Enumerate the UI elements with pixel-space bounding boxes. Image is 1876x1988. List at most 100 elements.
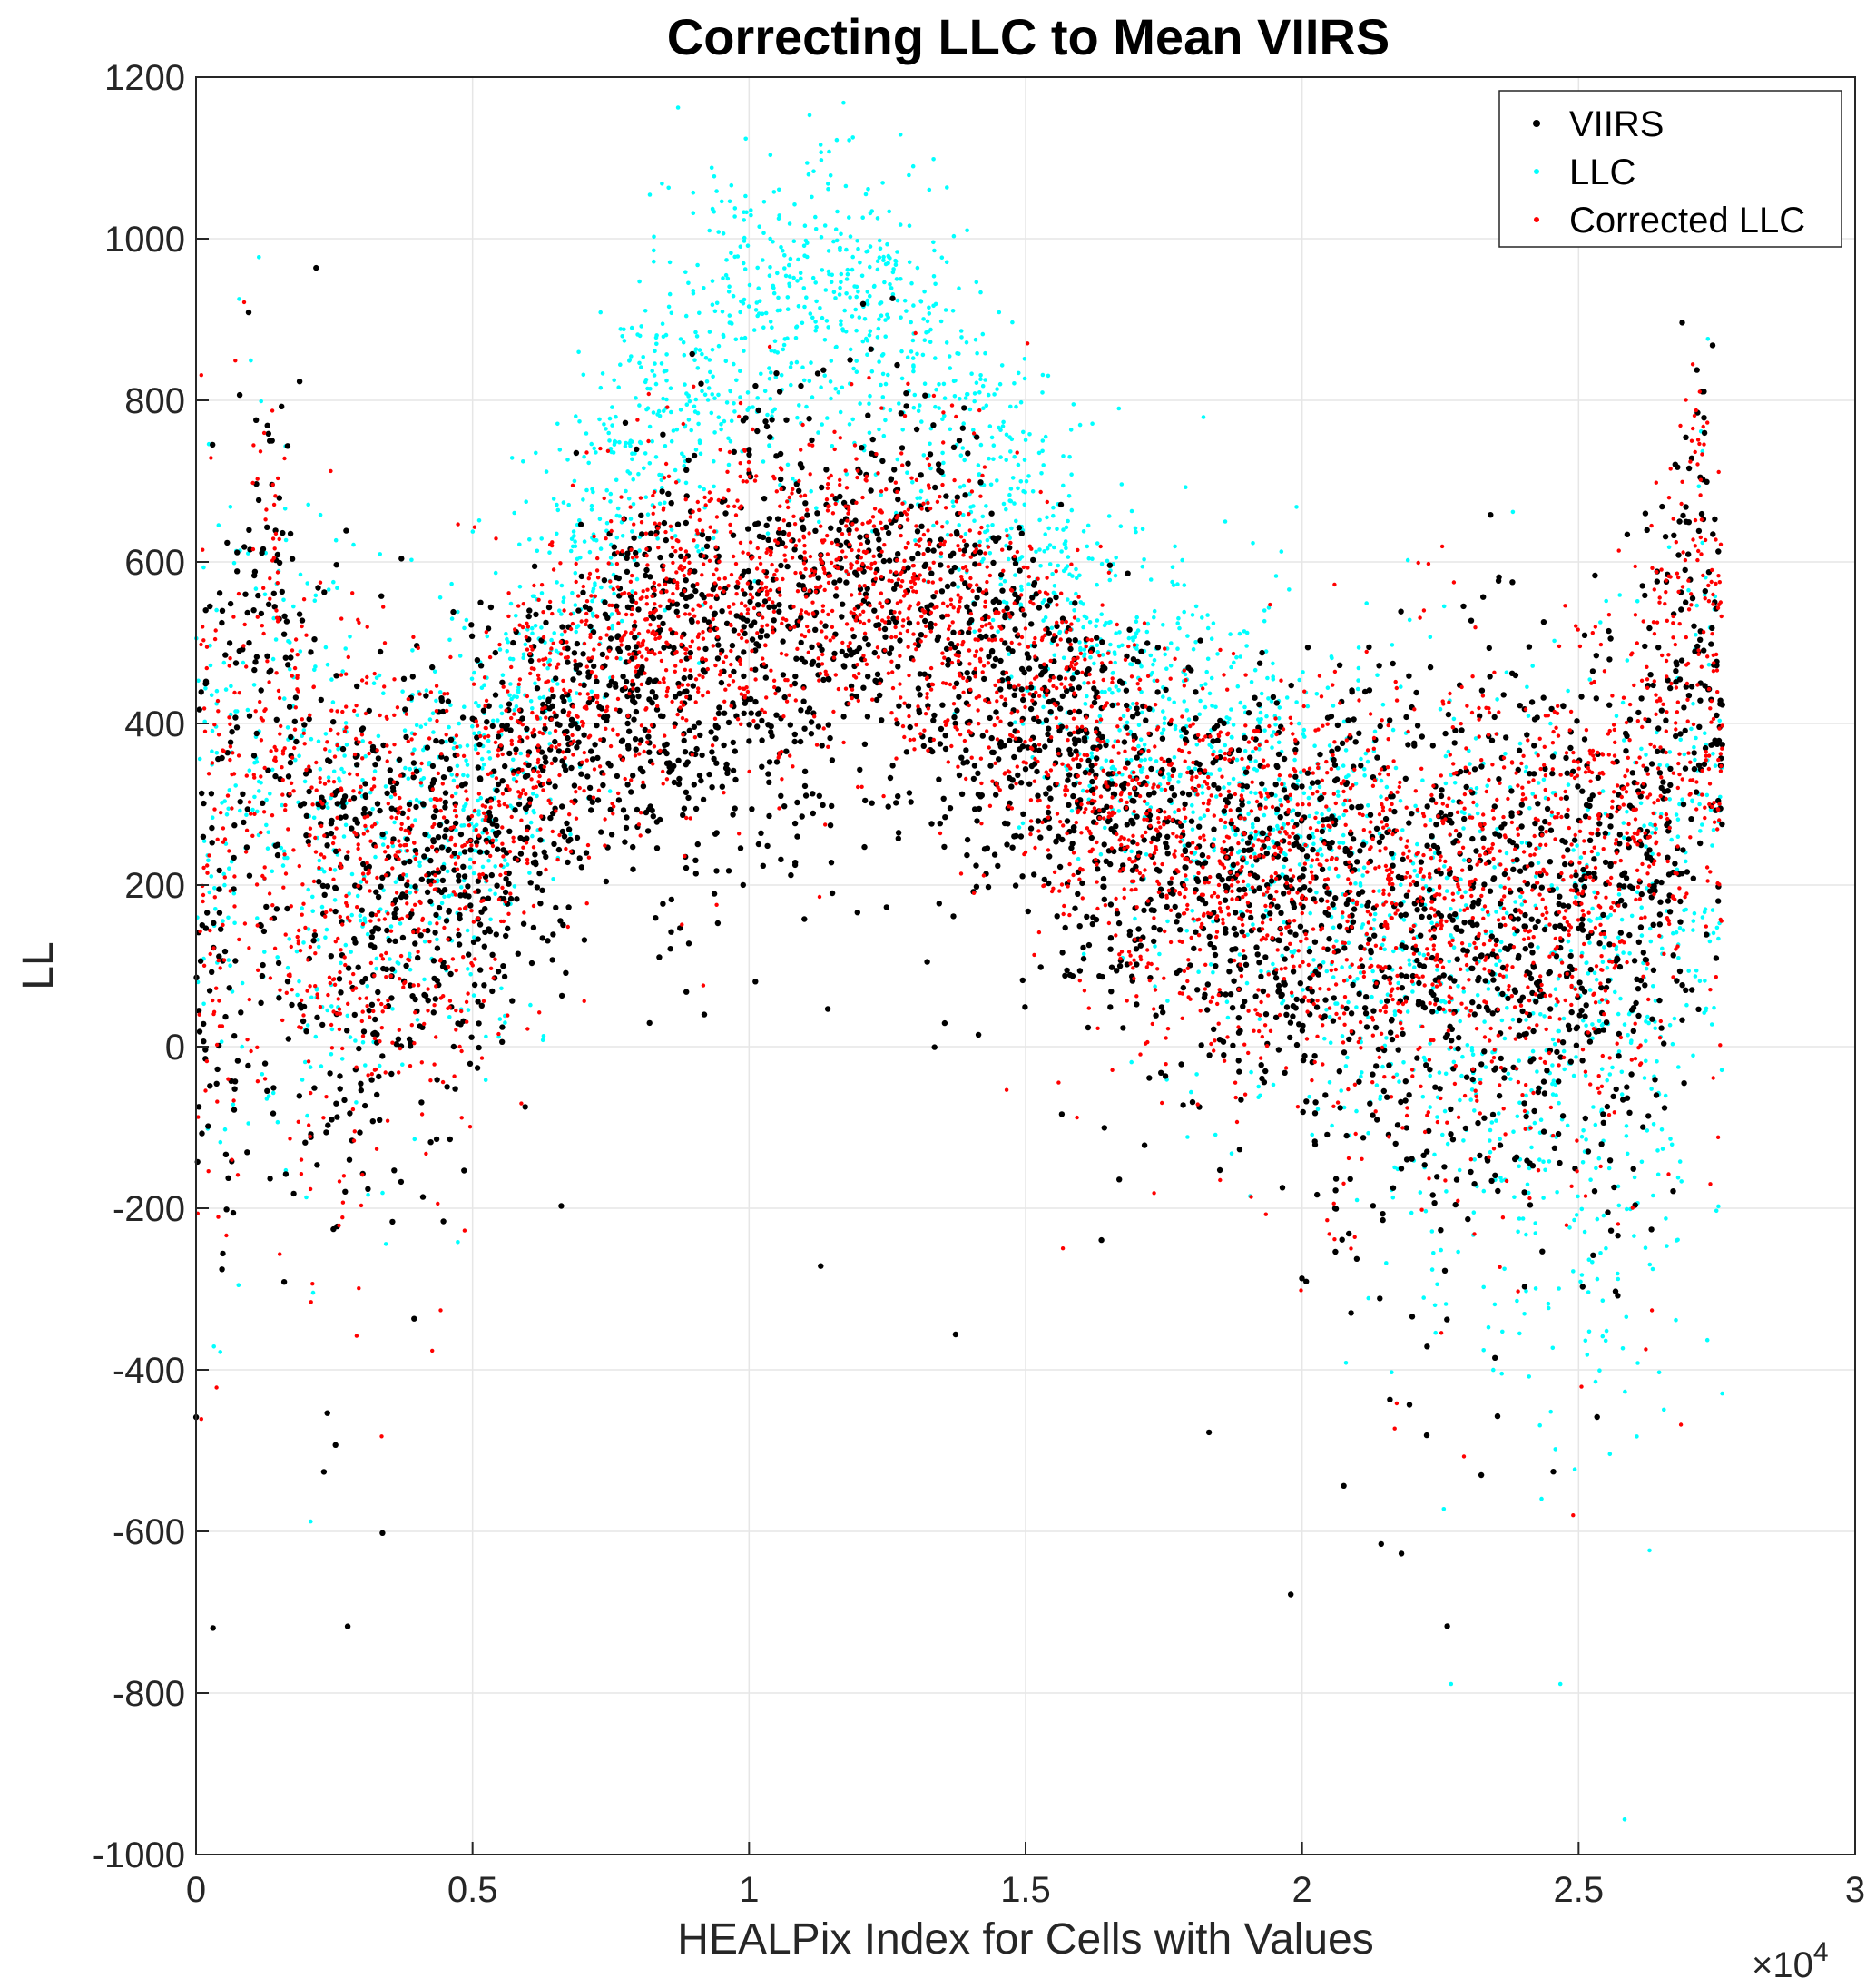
data-point <box>1600 960 1606 964</box>
data-point <box>201 565 206 570</box>
data-point <box>697 484 702 489</box>
data-point <box>915 351 919 357</box>
data-point <box>1043 615 1048 620</box>
data-point <box>987 456 991 461</box>
data-point <box>1691 928 1695 932</box>
data-point <box>1066 772 1073 778</box>
data-point <box>1613 989 1617 995</box>
data-point <box>1571 1073 1576 1078</box>
data-point <box>1390 1370 1394 1374</box>
data-point <box>423 722 428 727</box>
data-point <box>346 1156 353 1163</box>
data-point <box>599 585 604 590</box>
data-point <box>607 789 613 793</box>
data-point <box>201 839 207 843</box>
data-point <box>1040 372 1046 378</box>
data-point <box>1055 527 1059 531</box>
data-point <box>388 957 392 961</box>
data-point <box>305 1023 310 1028</box>
data-point <box>1406 673 1412 679</box>
data-point <box>1114 684 1118 689</box>
data-point <box>637 548 642 553</box>
data-point <box>517 542 522 547</box>
data-point <box>1489 1120 1495 1125</box>
data-point <box>1519 841 1525 845</box>
data-point <box>674 521 682 527</box>
data-point <box>231 854 237 861</box>
data-point <box>802 253 807 259</box>
data-point <box>944 340 949 345</box>
data-point <box>682 454 686 459</box>
data-point <box>1268 878 1275 884</box>
data-point <box>788 365 793 369</box>
data-point <box>251 666 258 674</box>
data-point <box>1190 613 1195 617</box>
data-point <box>1136 743 1141 749</box>
data-point <box>1343 1361 1349 1365</box>
data-point <box>1113 739 1118 743</box>
data-point <box>879 717 885 723</box>
data-point <box>1401 1060 1406 1065</box>
data-point <box>1358 970 1363 975</box>
data-point <box>749 208 753 212</box>
data-point <box>264 797 269 802</box>
data-point <box>514 614 518 618</box>
data-point <box>265 846 270 851</box>
data-point <box>1389 885 1396 892</box>
data-point <box>1592 970 1597 976</box>
data-point <box>957 286 961 291</box>
data-point <box>1018 686 1025 693</box>
data-point <box>885 241 889 247</box>
data-point <box>511 757 516 763</box>
data-point <box>462 625 467 631</box>
data-point <box>238 808 242 813</box>
data-point <box>1099 561 1105 566</box>
data-point <box>905 460 911 467</box>
data-point <box>1046 785 1053 792</box>
data-point <box>493 891 497 897</box>
data-point <box>383 966 390 973</box>
data-point <box>840 714 847 720</box>
data-point <box>323 935 328 940</box>
data-point <box>1262 812 1267 818</box>
data-point <box>1272 730 1276 734</box>
data-point <box>453 791 458 796</box>
data-point <box>1224 999 1230 1004</box>
data-point <box>771 283 776 289</box>
data-point <box>1179 734 1184 739</box>
data-point <box>1190 802 1194 808</box>
data-point <box>1399 684 1403 689</box>
data-point <box>756 286 761 291</box>
data-point <box>219 1266 225 1273</box>
data-point <box>1242 748 1248 753</box>
data-point <box>1657 763 1662 767</box>
data-point <box>449 616 455 621</box>
data-point <box>1442 1108 1448 1114</box>
data-point <box>948 568 955 575</box>
data-point <box>865 352 869 358</box>
data-point <box>971 763 978 769</box>
data-point <box>1517 1100 1522 1106</box>
data-point <box>647 192 653 197</box>
data-point <box>970 775 977 782</box>
data-point <box>1623 1389 1627 1394</box>
data-point <box>351 1011 358 1019</box>
data-point <box>1371 918 1377 922</box>
data-point <box>1124 822 1131 828</box>
data-point <box>1414 723 1421 729</box>
data-point <box>1320 852 1324 858</box>
data-point <box>766 759 773 765</box>
data-point <box>319 1064 324 1068</box>
data-point <box>1559 1113 1567 1119</box>
data-point <box>1232 660 1236 665</box>
data-point <box>358 918 363 923</box>
data-point <box>1605 1078 1609 1083</box>
data-point <box>589 689 594 694</box>
data-point <box>1234 654 1239 660</box>
data-point <box>1229 707 1233 712</box>
data-point <box>1258 710 1263 715</box>
data-point <box>1134 529 1138 535</box>
data-point <box>1287 929 1293 935</box>
data-point <box>1586 1290 1591 1294</box>
data-point <box>590 598 594 604</box>
